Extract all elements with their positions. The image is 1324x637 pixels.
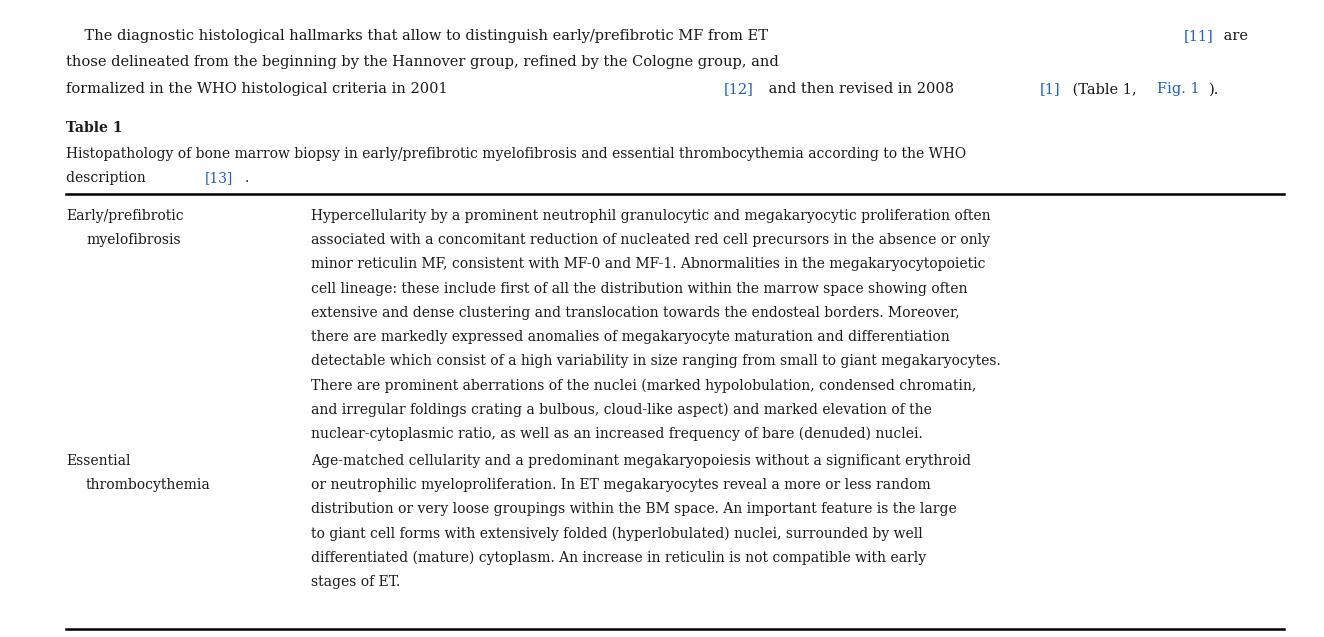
Text: extensive and dense clustering and translocation towards the endosteal borders. : extensive and dense clustering and trans… <box>311 306 960 320</box>
Text: and then revised in 2008: and then revised in 2008 <box>764 82 959 96</box>
Text: .: . <box>245 171 249 185</box>
Text: Essential: Essential <box>66 454 131 468</box>
Text: [11]: [11] <box>1184 29 1213 43</box>
Text: Histopathology of bone marrow biopsy in early/prefibrotic myelofibrosis and esse: Histopathology of bone marrow biopsy in … <box>66 147 967 161</box>
Text: [12]: [12] <box>724 82 755 96</box>
Text: cell lineage: these include first of all the distribution within the marrow spac: cell lineage: these include first of all… <box>311 282 968 296</box>
Text: thrombocythemia: thrombocythemia <box>86 478 211 492</box>
Text: nuclear-cytoplasmic ratio, as well as an increased frequency of bare (denuded) n: nuclear-cytoplasmic ratio, as well as an… <box>311 427 923 441</box>
Text: those delineated from the beginning by the Hannover group, refined by the Cologn: those delineated from the beginning by t… <box>66 55 779 69</box>
Text: myelofibrosis: myelofibrosis <box>86 233 180 247</box>
Text: associated with a concomitant reduction of nucleated red cell precursors in the : associated with a concomitant reduction … <box>311 233 990 247</box>
Text: Hypercellularity by a prominent neutrophil granulocytic and megakaryocytic proli: Hypercellularity by a prominent neutroph… <box>311 209 990 223</box>
Text: [1]: [1] <box>1039 82 1061 96</box>
Text: Table 1: Table 1 <box>66 121 123 135</box>
Text: distribution or very loose groupings within the BM space. An important feature i: distribution or very loose groupings wit… <box>311 502 957 516</box>
Text: The diagnostic histological hallmarks that allow to distinguish early/prefibroti: The diagnostic histological hallmarks th… <box>66 29 773 43</box>
Text: are: are <box>1219 29 1249 43</box>
Text: there are markedly expressed anomalies of megakaryocyte maturation and different: there are markedly expressed anomalies o… <box>311 330 949 344</box>
Text: (Table 1,: (Table 1, <box>1068 82 1141 96</box>
Text: to giant cell forms with extensively folded (hyperlobulated) nuclei, surrounded : to giant cell forms with extensively fol… <box>311 526 923 541</box>
Text: differentiated (mature) cytoplasm. An increase in reticulin is not compatible wi: differentiated (mature) cytoplasm. An in… <box>311 550 927 565</box>
Text: ).: ). <box>1209 82 1219 96</box>
Text: description: description <box>66 171 151 185</box>
Text: and irregular foldings crating a bulbous, cloud-like aspect) and marked elevatio: and irregular foldings crating a bulbous… <box>311 403 932 417</box>
Text: Early/prefibrotic: Early/prefibrotic <box>66 209 184 223</box>
Text: Age-matched cellularity and a predominant megakaryopoiesis without a significant: Age-matched cellularity and a predominan… <box>311 454 970 468</box>
Text: Fig. 1: Fig. 1 <box>1157 82 1200 96</box>
Text: There are prominent aberrations of the nuclei (marked hypolobulation, condensed : There are prominent aberrations of the n… <box>311 378 976 393</box>
Text: formalized in the WHO histological criteria in 2001: formalized in the WHO histological crite… <box>66 82 453 96</box>
Text: detectable which consist of a high variability in size ranging from small to gia: detectable which consist of a high varia… <box>311 354 1001 368</box>
Text: minor reticulin MF, consistent with MF-0 and MF-1. Abnormalities in the megakary: minor reticulin MF, consistent with MF-0… <box>311 257 985 271</box>
Text: or neutrophilic myeloproliferation. In ET megakaryocytes reveal a more or less r: or neutrophilic myeloproliferation. In E… <box>311 478 931 492</box>
Text: [13]: [13] <box>205 171 233 185</box>
Text: stages of ET.: stages of ET. <box>311 575 400 589</box>
